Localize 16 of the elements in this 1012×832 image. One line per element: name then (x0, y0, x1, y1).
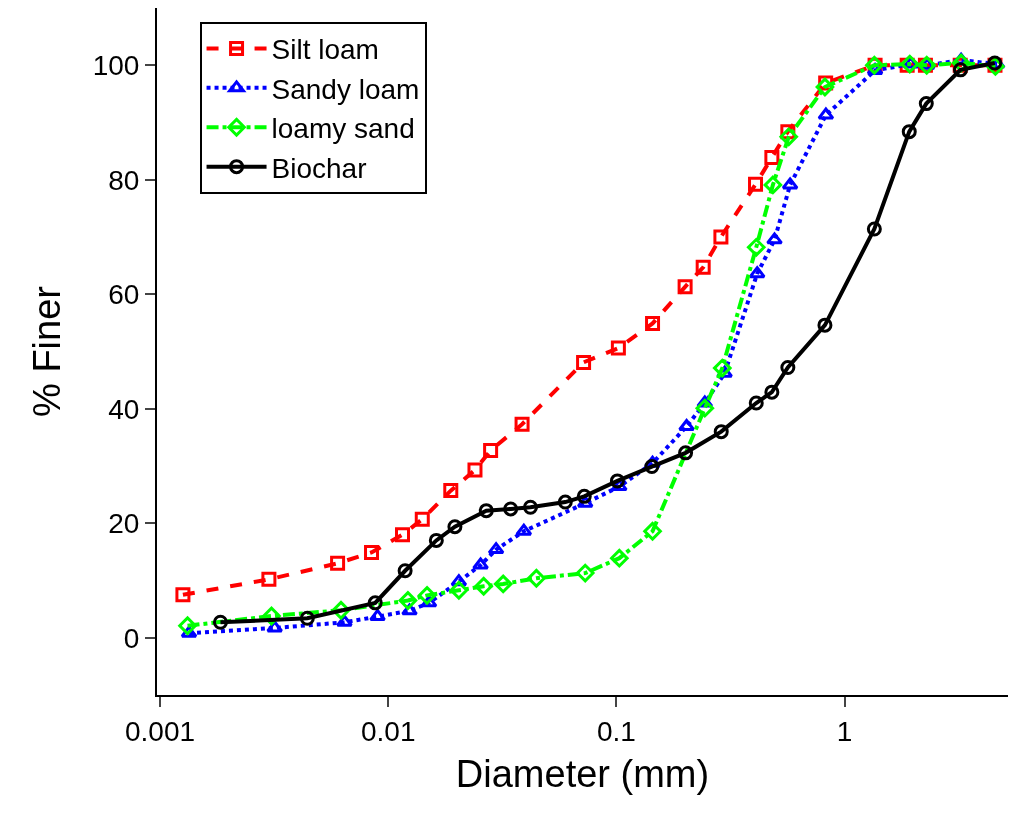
x-tick-label: 0.001 (124, 715, 196, 747)
y-axis-title: % Finer (26, 285, 69, 417)
y-tick-label: 80 (108, 164, 140, 196)
legend-label: Silt loam (271, 34, 379, 66)
legend-label: Biochar (271, 152, 367, 184)
x-tick-label: 1 (836, 715, 853, 747)
x-tick-label: 0.1 (596, 715, 636, 747)
y-tick-label: 100 (92, 50, 140, 82)
legend-label: Sandy loam (271, 73, 420, 105)
y-tick-label: 40 (108, 393, 140, 425)
y-tick-label: 60 (108, 279, 140, 311)
x-axis-title: Diameter (mm) (455, 753, 710, 796)
x-tick-label: 0.01 (360, 715, 416, 747)
y-tick-label: 0 (123, 622, 140, 654)
legend-label: loamy sand (271, 113, 415, 145)
y-tick-label: 20 (108, 508, 140, 540)
